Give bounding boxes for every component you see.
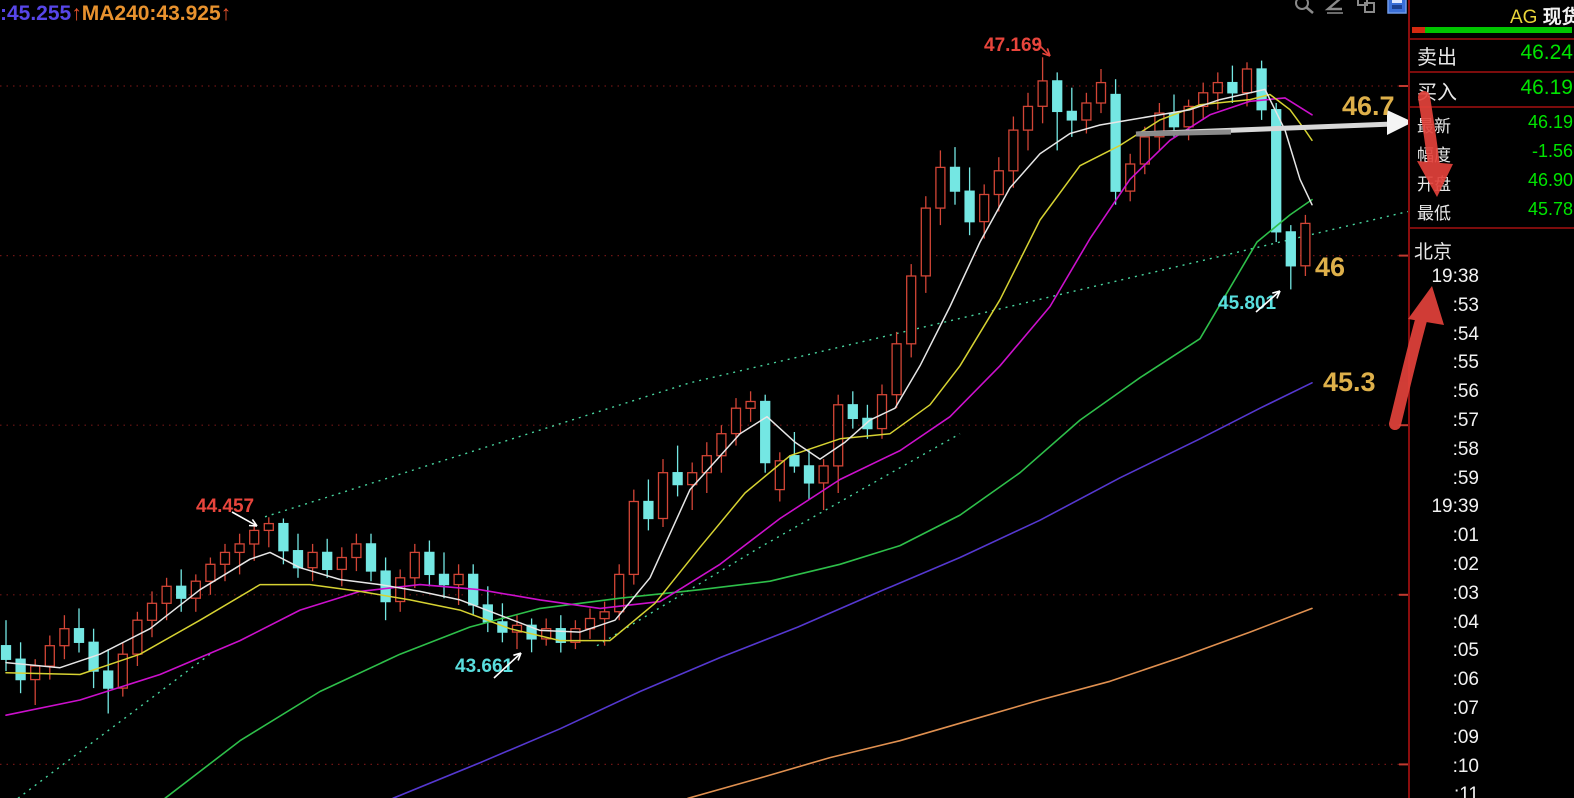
tick-time: :56 <box>1452 381 1479 403</box>
symbol-code: AG <box>1510 7 1538 28</box>
svg-text:45.3: 45.3 <box>1323 367 1376 397</box>
tick-time: :06 <box>1452 669 1479 691</box>
tick-time: :05 <box>1452 640 1479 662</box>
buy-strength-segment <box>1425 27 1572 33</box>
indicator-part: :45.255 <box>0 2 72 25</box>
low-label: 最低 <box>1417 204 1451 223</box>
tick-time: :58 <box>1452 438 1479 460</box>
low-value: 45.78 <box>1527 199 1573 219</box>
tick-time: :11 <box>1453 784 1479 798</box>
quote-panel: AG 现货 卖出 46.24 买入 46.19 最新 46.19 幅度 -1.5… <box>1410 0 1574 798</box>
tick-time: :07 <box>1452 698 1479 719</box>
tick-time: :09 <box>1452 726 1479 748</box>
svg-text:47.169: 47.169 <box>984 35 1042 56</box>
panel-separator <box>1410 38 1574 40</box>
tick-time: 19:38 <box>1431 266 1479 287</box>
svg-text:45.801: 45.801 <box>1218 293 1277 314</box>
latest-value: 46.19 <box>1527 112 1573 132</box>
indicator-part: MA240:43.925 <box>81 2 221 25</box>
tick-time: :59 <box>1452 467 1479 489</box>
tick-time: :54 <box>1452 323 1479 345</box>
change-value: -1.56 <box>1531 141 1573 161</box>
cascade-windows-icon[interactable] <box>1354 0 1378 16</box>
open-value: 46.90 <box>1527 170 1573 190</box>
ma-indicator-readout: :45.255↑MA240:43.925↑ <box>0 2 231 26</box>
tick-time: :04 <box>1452 611 1479 633</box>
tick-time: :53 <box>1452 294 1479 316</box>
buy-sell-strength-bar <box>1412 27 1572 33</box>
chart-svg[interactable]: 47.169 44.457 45.801 43.661 46.7 46 45.3 <box>0 0 1408 798</box>
tick-time: :02 <box>1452 554 1479 575</box>
svg-text:44.457: 44.457 <box>196 496 254 517</box>
sell-label: 卖出 <box>1417 47 1457 69</box>
indicator-part: ↑ <box>71 2 82 25</box>
tick-time: :01 <box>1452 525 1479 547</box>
panel-separator <box>1410 227 1574 229</box>
panel-icon[interactable] <box>1385 0 1409 16</box>
tick-time: :57 <box>1452 410 1479 431</box>
symbol-title: AG 现货 <box>1510 2 1574 29</box>
tick-time: :03 <box>1452 582 1479 604</box>
buy-value: 46.19 <box>1520 76 1573 99</box>
tick-time: 19:39 <box>1431 496 1479 518</box>
tick-time: :10 <box>1452 755 1479 777</box>
region-label: 北京 <box>1414 242 1453 263</box>
svg-text:46: 46 <box>1315 252 1345 282</box>
chart-toolbar <box>1292 0 1409 16</box>
search-icon[interactable] <box>1292 0 1316 16</box>
draw-icon[interactable] <box>1323 0 1347 16</box>
symbol-name: 现货 <box>1542 7 1574 28</box>
svg-text:46.7: 46.7 <box>1342 91 1395 121</box>
tick-time: :55 <box>1452 352 1479 374</box>
panel-separator <box>1410 71 1574 73</box>
indicator-part: ↑ <box>220 2 232 25</box>
sell-value: 46.24 <box>1520 41 1573 64</box>
sell-strength-segment <box>1412 27 1425 33</box>
time-list[interactable]: 19:38 :53 :54 :55 :56 :57 :58 :59 19:39 :01 :02 :03… <box>1410 0 1574 798</box>
svg-text:43.661: 43.661 <box>455 656 514 677</box>
panel-separator <box>1410 106 1574 108</box>
